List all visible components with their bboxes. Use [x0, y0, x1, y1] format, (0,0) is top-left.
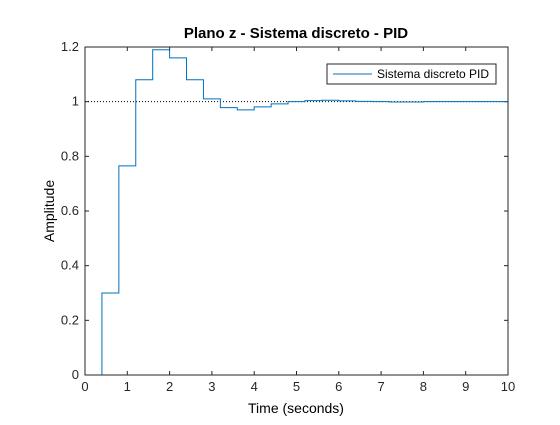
legend-label: Sistema discreto PID	[377, 67, 489, 81]
x-tick-label: 1	[124, 379, 131, 394]
x-tick-label: 10	[501, 379, 515, 394]
x-tick-label: 6	[335, 379, 342, 394]
x-tick-label: 8	[420, 379, 427, 394]
y-tick-label: 0.8	[61, 148, 79, 163]
plot-area-frame	[84, 46, 509, 376]
legend-box	[326, 63, 497, 85]
x-tick-label: 4	[251, 379, 258, 394]
ticks-layer: 0 1 2 3 4 5 6 7 8 9 10 0 0.2 0.4 0.6 0.8 1 1.2	[61, 39, 515, 394]
x-tick-label: 7	[377, 379, 384, 394]
x-tick-label: 0	[81, 379, 88, 394]
plot-area-background	[85, 47, 508, 375]
y-tick-label: 0.6	[61, 203, 79, 218]
x-tick-label: 5	[293, 379, 300, 394]
y-tick-label: 0	[72, 367, 79, 382]
series-layer	[85, 49, 508, 376]
series-line-sistema-discreto-pid	[85, 49, 508, 376]
legend: Sistema discreto PID	[326, 63, 497, 85]
chart-title: Plano z - Sistema discreto - PID	[184, 25, 408, 42]
y-tick-label: 1.2	[61, 39, 79, 54]
x-axis-label: Time (seconds)	[248, 400, 344, 416]
y-axis-label: Amplitude	[41, 180, 57, 242]
x-tick-label: 2	[166, 379, 173, 394]
y-tick-label: 0.4	[61, 258, 79, 273]
y-tick-label: 1	[72, 94, 79, 109]
y-tick-label: 0.2	[61, 312, 79, 327]
x-tick-label: 3	[208, 379, 215, 394]
x-tick-label: 9	[462, 379, 469, 394]
